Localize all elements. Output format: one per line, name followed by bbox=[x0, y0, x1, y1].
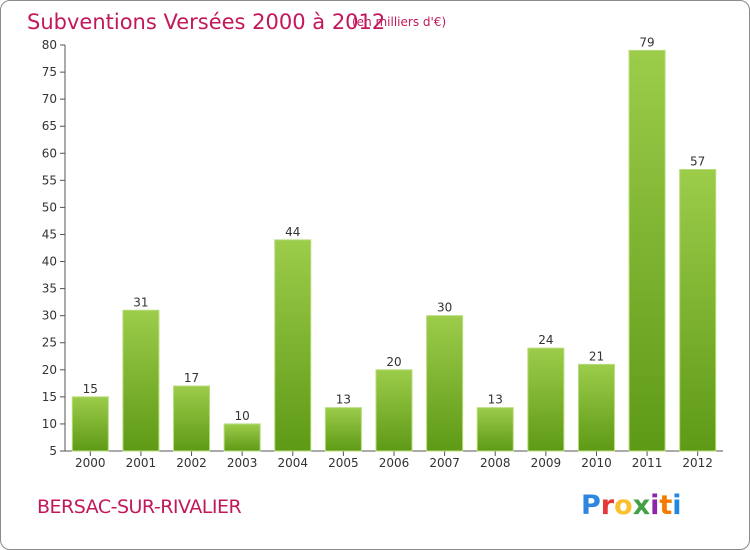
x-tick-label-2001: 2001 bbox=[126, 456, 157, 470]
y-tick-label: 15 bbox=[42, 390, 57, 404]
bar-2002 bbox=[173, 385, 211, 452]
value-label-2006: 20 bbox=[386, 355, 401, 369]
bar-2001 bbox=[122, 309, 160, 452]
x-tick-label-2008: 2008 bbox=[480, 456, 511, 470]
bars bbox=[71, 49, 717, 452]
value-label-2009: 24 bbox=[538, 333, 553, 347]
bar-2005 bbox=[324, 407, 362, 452]
y-tick-label: 50 bbox=[42, 200, 57, 214]
x-tick-label-2010: 2010 bbox=[581, 456, 612, 470]
x-tick-label-2003: 2003 bbox=[227, 456, 258, 470]
logo-letter: i bbox=[650, 490, 660, 521]
logo-letter: r bbox=[600, 490, 615, 521]
bar-2010 bbox=[577, 363, 615, 452]
commune-name: BERSAC-SUR-RIVALIER bbox=[37, 496, 242, 518]
y-tick-label: 70 bbox=[42, 92, 57, 106]
x-tick-label-2005: 2005 bbox=[328, 456, 359, 470]
x-tick-label-2011: 2011 bbox=[632, 456, 663, 470]
bar-2007 bbox=[426, 315, 464, 452]
value-label-2010: 21 bbox=[589, 349, 604, 363]
chart-title: Subventions Versées 2000 à 2012 bbox=[27, 10, 386, 34]
bar-2004 bbox=[274, 239, 312, 452]
bar-2012 bbox=[679, 169, 717, 452]
axes: 5 10 15 20 25 30 35 40 45 50 55 60 65 70 75 80 2000 2001 2… bbox=[42, 38, 723, 470]
x-tick-label-2002: 2002 bbox=[176, 456, 207, 470]
y-tick-label: 40 bbox=[42, 255, 57, 269]
chart-unit: (en milliers d'€) bbox=[352, 15, 447, 29]
value-label-2001: 31 bbox=[133, 295, 148, 309]
y-tick-label: 65 bbox=[42, 119, 57, 133]
logo-letter: x bbox=[632, 490, 651, 521]
x-tick-label-2012: 2012 bbox=[682, 456, 713, 470]
x-tick-label-2000: 2000 bbox=[75, 456, 106, 470]
x-tick-label-2007: 2007 bbox=[429, 456, 460, 470]
logo-letter: i bbox=[672, 490, 682, 521]
y-tick-label: 60 bbox=[42, 146, 57, 160]
bar-2011 bbox=[628, 49, 666, 452]
value-label-2000: 15 bbox=[83, 382, 98, 396]
y-tick-label: 80 bbox=[42, 38, 57, 52]
bar-2006 bbox=[375, 369, 413, 452]
y-tick-label: 30 bbox=[42, 309, 57, 323]
value-label-2012: 57 bbox=[690, 155, 705, 169]
value-label-2004: 44 bbox=[285, 225, 300, 239]
value-label-2005: 13 bbox=[336, 393, 351, 407]
y-tick-label: 45 bbox=[42, 227, 57, 241]
y-tick-label: 10 bbox=[42, 417, 57, 431]
value-label-2008: 13 bbox=[488, 393, 503, 407]
y-tick-label: 35 bbox=[42, 282, 57, 296]
logo-letter: t bbox=[659, 490, 673, 521]
y-tick-label: 55 bbox=[42, 173, 57, 187]
bar-2009 bbox=[527, 347, 565, 452]
value-label-2002: 17 bbox=[184, 371, 199, 385]
value-label-2003: 10 bbox=[235, 409, 250, 423]
value-label-2011: 79 bbox=[639, 35, 654, 49]
x-tick-label-2006: 2006 bbox=[379, 456, 410, 470]
y-tick-label: 25 bbox=[42, 336, 57, 350]
y-tick-label: 20 bbox=[42, 363, 57, 377]
logo-letter: o bbox=[614, 490, 633, 521]
bar-2000 bbox=[71, 396, 109, 452]
x-tick-label-2004: 2004 bbox=[277, 456, 308, 470]
value-label-2007: 30 bbox=[437, 301, 452, 315]
y-tick-label: 5 bbox=[49, 444, 57, 458]
y-tick-label: 75 bbox=[42, 65, 57, 79]
x-tick-label-2009: 2009 bbox=[531, 456, 562, 470]
value-labels: 15 31 17 10 44 13 20 30 13 24 21 79 57 bbox=[83, 35, 706, 423]
proxiti-logo[interactable]: Proxiti bbox=[581, 490, 682, 521]
bar-2008 bbox=[476, 407, 514, 452]
bar-2003 bbox=[223, 423, 261, 452]
logo-letter: P bbox=[581, 490, 601, 521]
